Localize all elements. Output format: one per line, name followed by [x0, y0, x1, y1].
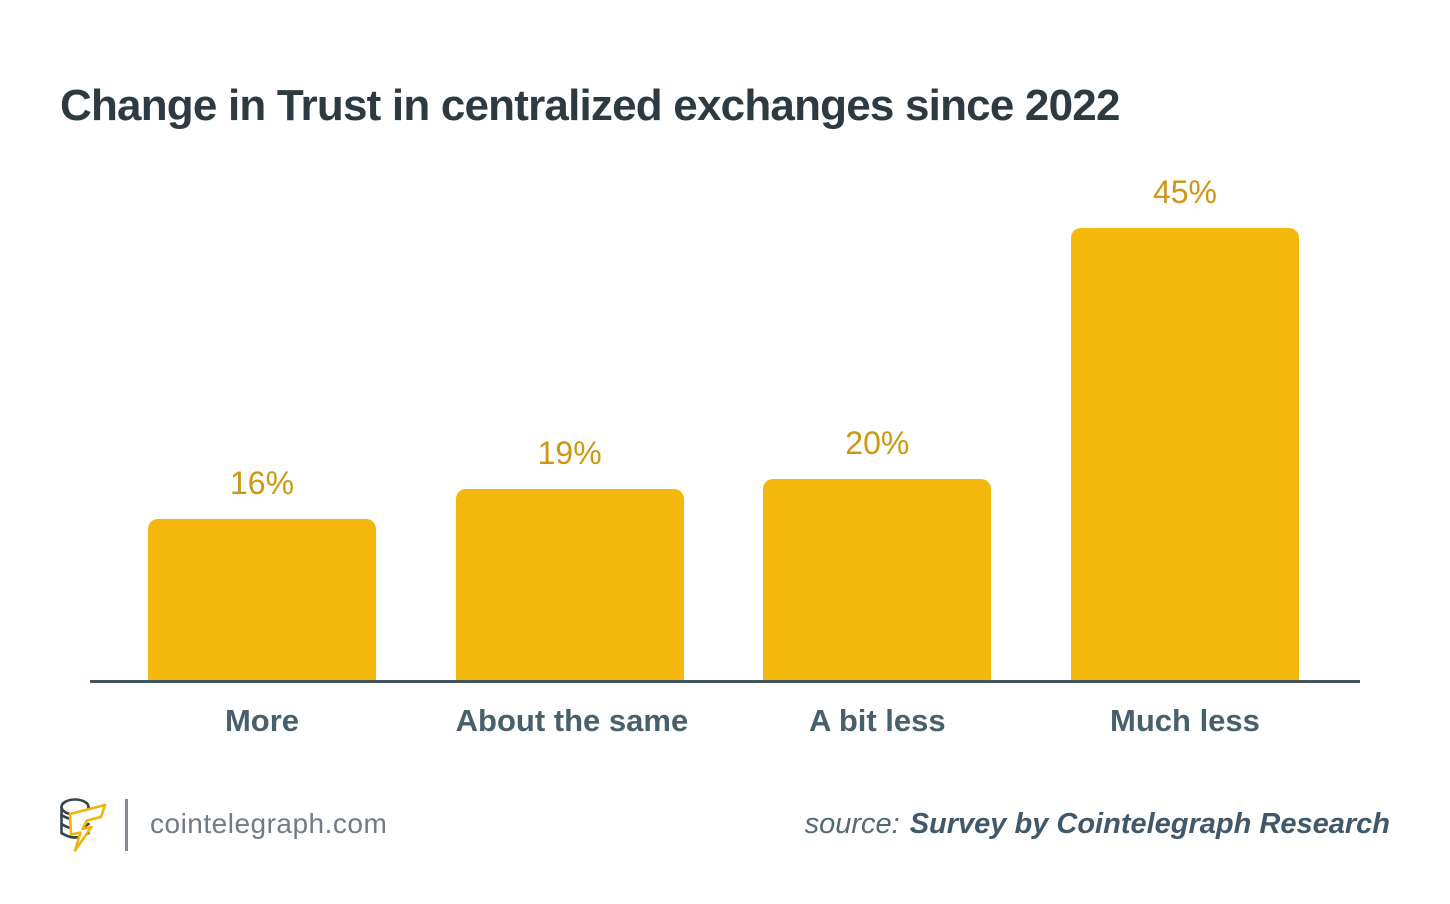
category-label: More — [224, 703, 300, 738]
cointelegraph-coin-bolt-logo-icon — [56, 793, 110, 858]
footer-source: source: Survey by Cointelegraph Research — [805, 808, 1390, 841]
bar — [455, 489, 684, 680]
bars-row: 16% 19% 20% 45% — [90, 0, 1360, 680]
bar-column: 19% — [455, 435, 684, 680]
x-axis-line — [90, 680, 1360, 683]
bar-value-label: 16% — [229, 465, 295, 502]
footer-site-url: cointelegraph.com — [150, 808, 388, 839]
chart-title: Change in Trust in centralized exchanges… — [60, 81, 1120, 131]
bar — [763, 479, 992, 680]
bar-value-label: 20% — [845, 425, 910, 462]
category-label: Much less — [1110, 703, 1260, 738]
bar — [148, 519, 376, 680]
bar-value-label: 19% — [537, 435, 602, 472]
category-label: A bit less — [808, 703, 946, 738]
bar-column: 20% — [763, 425, 992, 680]
source-text: Survey by Cointelegraph Research — [909, 808, 1390, 840]
category-label: About the same — [455, 703, 689, 738]
bar-column: 45% — [1070, 174, 1299, 680]
footer-divider — [125, 799, 128, 851]
source-prefix-label: source: — [804, 808, 900, 840]
bar-column: 16% — [148, 465, 376, 680]
category-labels-row: More About the same A bit less Much less — [90, 703, 1360, 739]
bar-value-label: 45% — [1152, 174, 1217, 211]
bar — [1070, 228, 1299, 680]
